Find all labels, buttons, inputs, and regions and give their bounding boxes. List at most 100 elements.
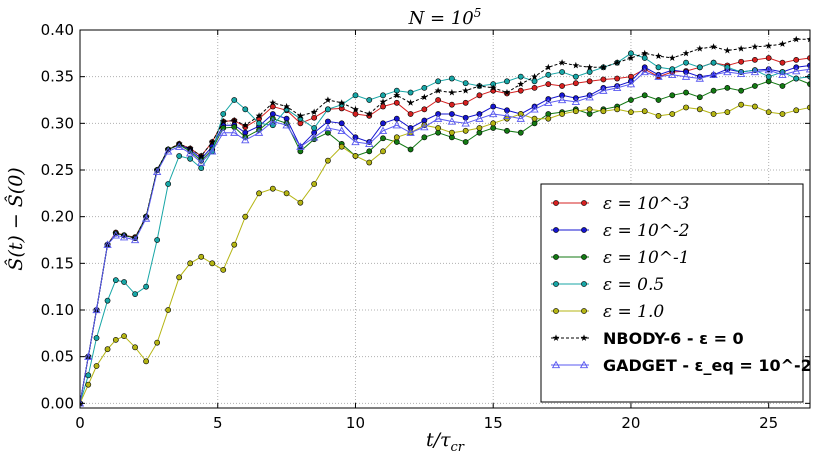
series-line [80, 104, 810, 404]
data-point [104, 297, 111, 304]
data-point [572, 73, 579, 80]
data-point [380, 148, 386, 155]
data-point [269, 185, 276, 192]
legend: ε = 10^-3 ε = 10^-2 ε = 10^-1 ε = 0.5 ε = 1.… [540, 183, 812, 403]
data-point [208, 147, 217, 155]
series-group [80, 50, 810, 407]
legend-label: ε = 10^-2 [603, 221, 690, 241]
data-point [476, 125, 483, 131]
data-point [641, 92, 648, 99]
data-point [186, 144, 194, 152]
x-tick-label: 5 [213, 414, 223, 432]
data-point [461, 119, 470, 127]
data-point [683, 69, 689, 75]
data-point [365, 110, 373, 117]
data-point [476, 111, 483, 117]
data-point [198, 253, 205, 260]
series-layer [80, 35, 810, 407]
data-point [325, 157, 331, 164]
data-point [599, 63, 607, 71]
data-point [559, 83, 565, 89]
data-point [282, 120, 291, 129]
data-point [104, 346, 111, 353]
series-line [80, 38, 810, 404]
data-point [683, 89, 689, 96]
data-point [297, 148, 304, 155]
legend-marker [552, 334, 560, 341]
data-point [504, 127, 510, 134]
data-point [710, 59, 717, 66]
data-point [165, 307, 172, 313]
data-point [724, 64, 731, 71]
data-point [613, 83, 622, 92]
data-point [668, 70, 677, 78]
legend-marker [553, 227, 559, 233]
data-point [407, 99, 414, 106]
data-point [112, 336, 119, 343]
data-point [669, 92, 676, 99]
data-point [655, 64, 662, 71]
data-point [586, 63, 594, 71]
x-tick-label: 15 [484, 414, 503, 432]
data-point [380, 92, 386, 99]
data-point [779, 111, 786, 117]
data-point [723, 67, 732, 76]
data-point [683, 59, 689, 66]
data-point [779, 40, 786, 47]
data-point [197, 158, 206, 166]
y-tick-label: 0.40 [41, 21, 74, 39]
ticks: 0 5 10 15 20 25 0.00 0.05 0.10 0.15 0.20 0.25 0.30 0.… [41, 21, 810, 432]
data-point [421, 106, 428, 113]
legend-marker [581, 254, 587, 260]
data-point [502, 111, 512, 120]
data-point [448, 75, 455, 82]
data-point [219, 117, 227, 125]
data-point [531, 84, 538, 91]
y-tick-label: 0.00 [41, 394, 74, 412]
y-tick-label: 0.15 [41, 254, 74, 272]
data-point [586, 106, 593, 113]
data-point [737, 45, 745, 52]
data-point [490, 120, 497, 127]
legend-label: GADGET - ε_eq = 10^-2 [603, 356, 812, 375]
data-point [380, 135, 386, 142]
data-point [231, 241, 238, 248]
data-point [531, 115, 538, 122]
data-point [112, 277, 119, 284]
data-point [241, 135, 250, 144]
data-point [738, 58, 745, 65]
y-axis-title: Ŝ(t) − Ŝ(0) [4, 167, 27, 270]
series-group [80, 64, 810, 407]
legend-marker [553, 308, 559, 314]
data-point [738, 87, 745, 94]
data-point [434, 87, 442, 94]
data-point [696, 64, 703, 71]
data-point [219, 128, 228, 136]
data-point [366, 148, 373, 155]
data-point [325, 106, 331, 113]
y-tick-label: 0.10 [41, 301, 74, 319]
data-point [558, 59, 566, 66]
data-point [366, 97, 373, 103]
data-point [352, 153, 359, 159]
series-line [80, 68, 810, 404]
data-point [517, 129, 524, 136]
data-point [85, 381, 92, 388]
data-point [311, 181, 318, 187]
data-point [93, 335, 100, 341]
data-point [153, 166, 161, 173]
data-point [154, 339, 161, 346]
data-point [254, 128, 264, 136]
data-point [111, 231, 120, 239]
data-point [710, 87, 717, 94]
data-point [696, 94, 703, 101]
data-point [752, 83, 758, 89]
legend-marker [553, 254, 559, 260]
data-point [85, 372, 92, 379]
data-point [230, 128, 239, 136]
data-point [112, 229, 120, 237]
data-point [130, 235, 140, 244]
data-point [176, 153, 183, 159]
data-point [793, 75, 800, 82]
data-point [309, 133, 319, 141]
